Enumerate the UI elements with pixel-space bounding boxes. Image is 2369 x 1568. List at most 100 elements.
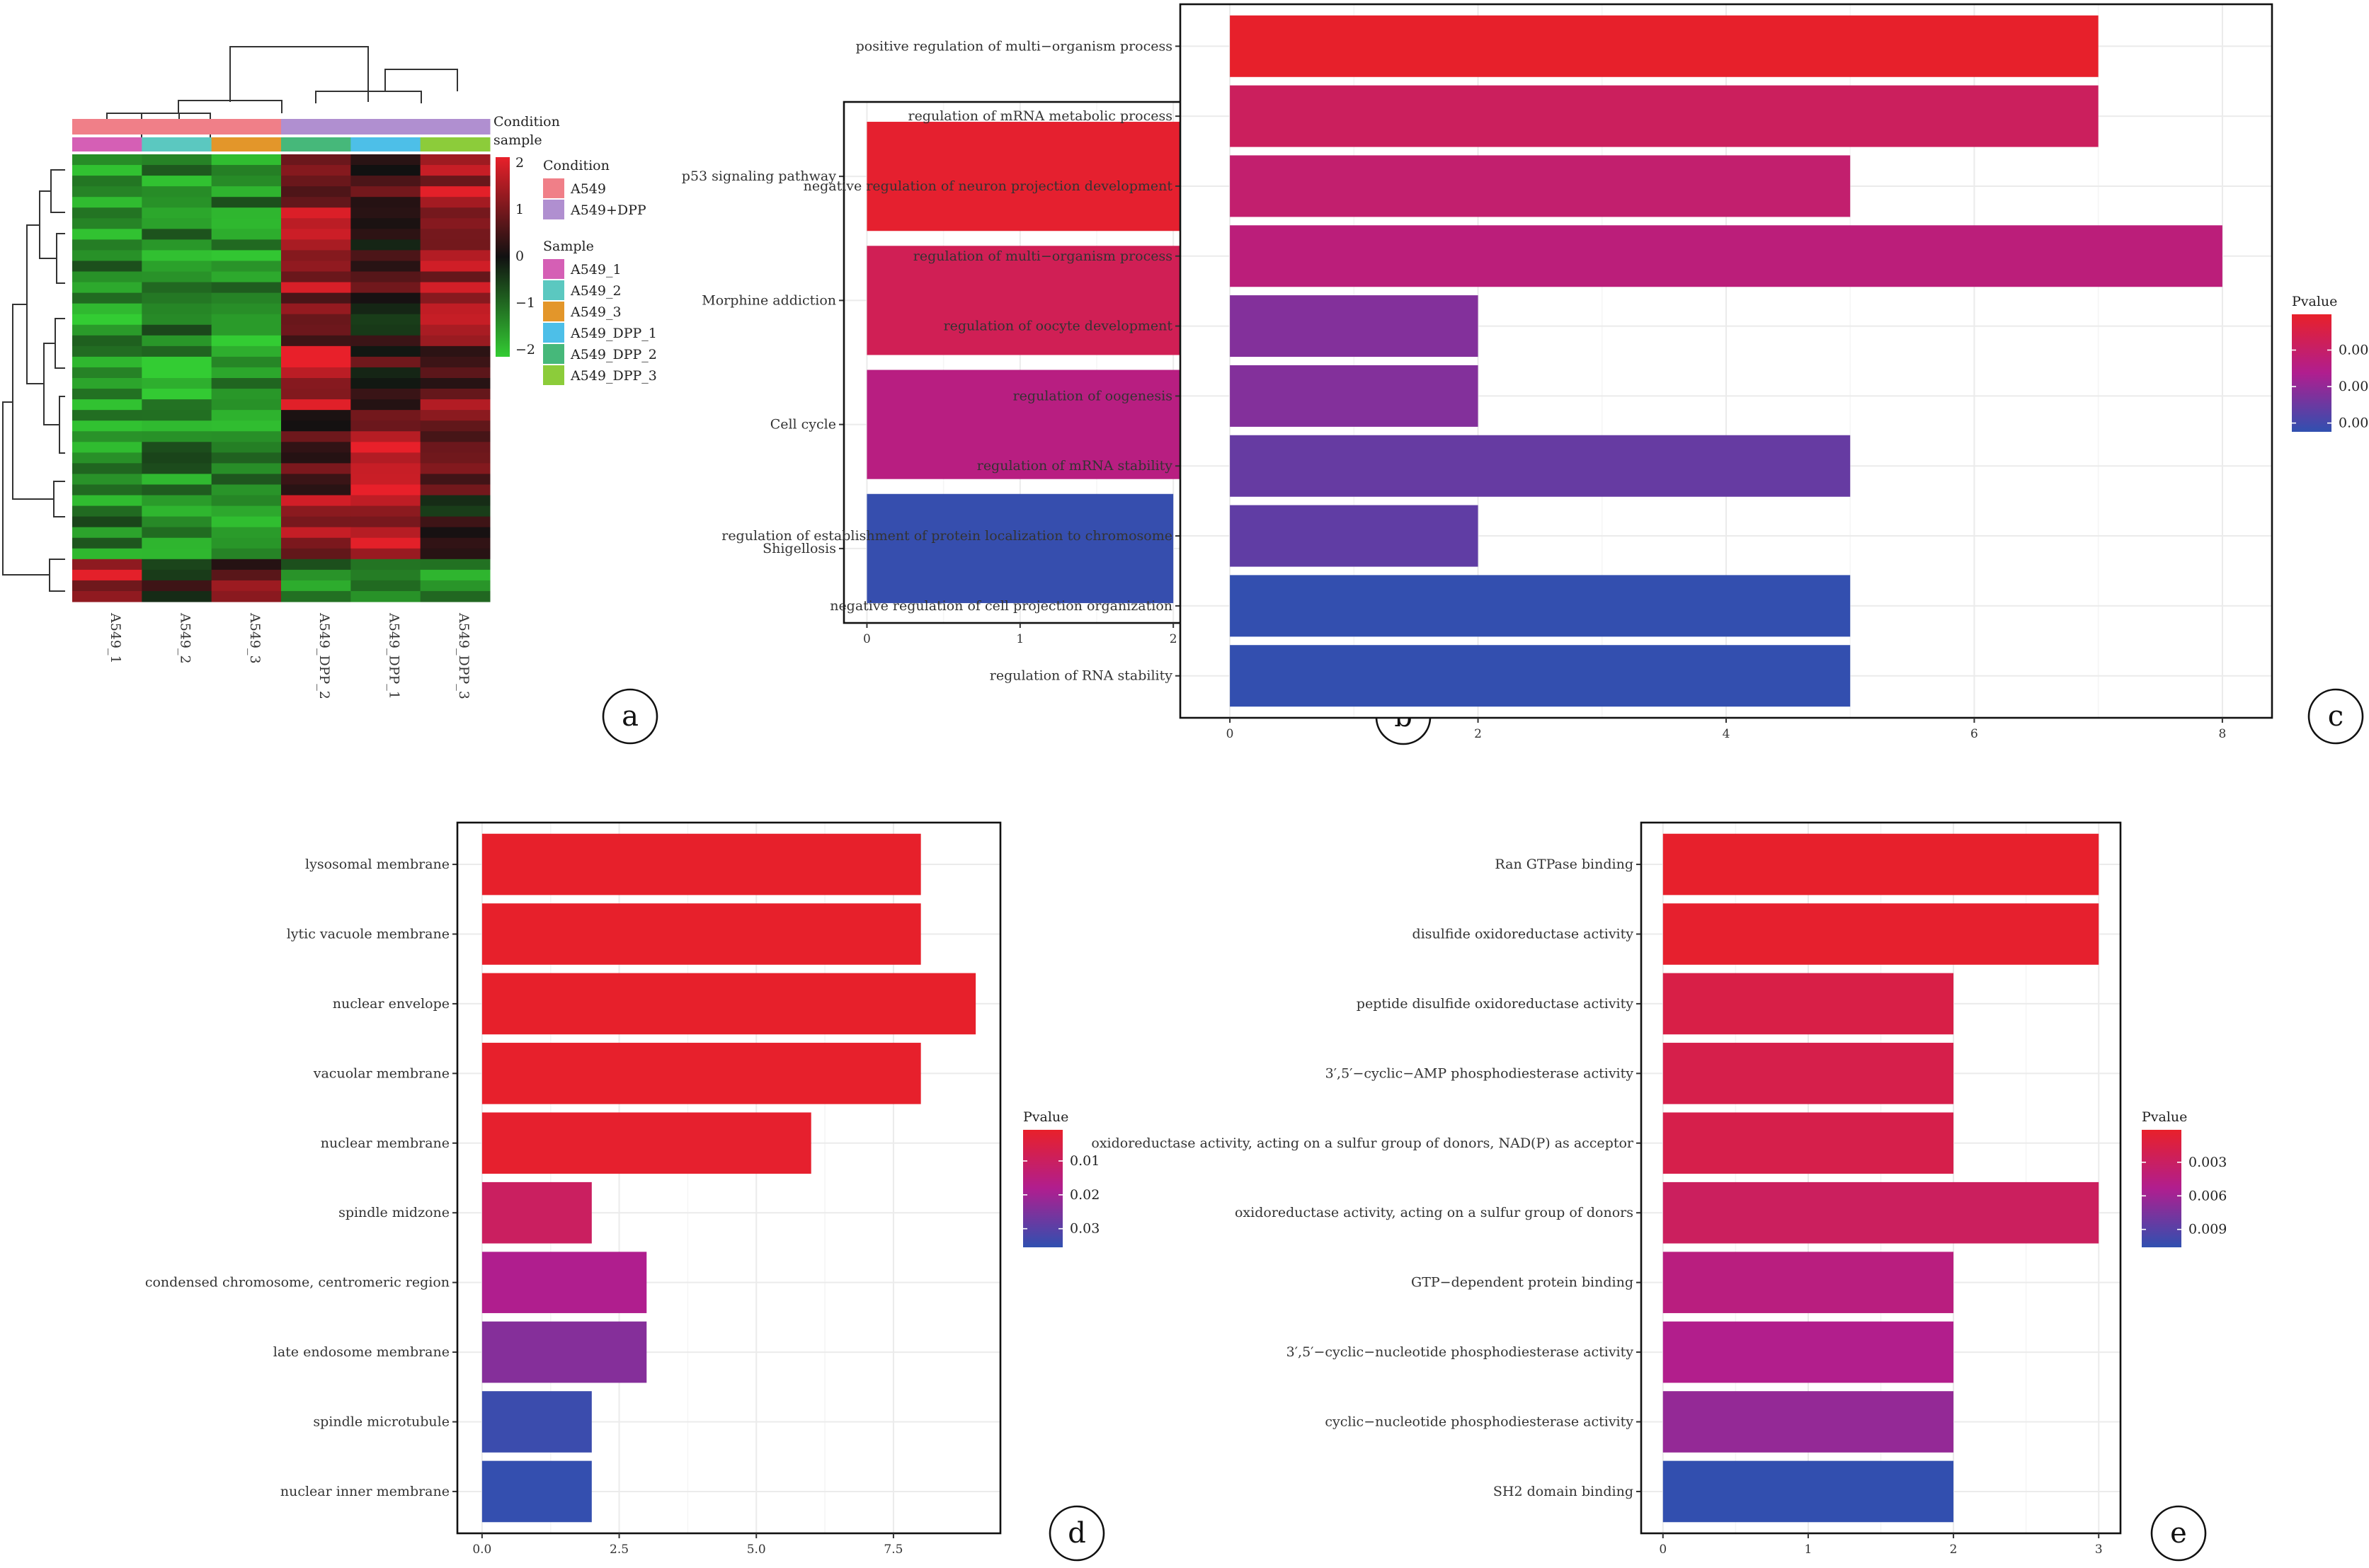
heatmap-cell (142, 516, 212, 528)
panel-letter: d (1068, 1517, 1086, 1550)
heatmap-cell (350, 420, 421, 432)
heatmap-cell (211, 229, 282, 240)
heatmap-cell (142, 559, 212, 571)
heatmap-cell (350, 463, 421, 474)
column-label: A549_DPP_1 (387, 612, 402, 699)
condition-annotation-cell (72, 119, 142, 135)
heatmap-cell (211, 165, 282, 176)
heatmap-cell (142, 324, 212, 336)
legend-label: A549_DPP_2 (570, 347, 657, 362)
heatmap-cell (142, 261, 212, 273)
category-label: late endosome membrane (273, 1344, 450, 1360)
heatmap-cell (281, 516, 351, 528)
heatmap-cell (142, 229, 212, 240)
bar (1230, 505, 1478, 567)
color-bar (2292, 314, 2331, 432)
heatmap-cell (281, 292, 351, 304)
heatmap-cell (211, 527, 282, 539)
heatmap-cell (142, 420, 212, 432)
heatmap-cell (72, 356, 142, 368)
heatmap-cell (350, 314, 421, 326)
column-label: A549_2 (178, 612, 193, 664)
heatmap-cell (350, 197, 421, 208)
heatmap-cell (420, 559, 491, 571)
heatmap-cell (420, 569, 491, 581)
bar (481, 833, 921, 895)
heatmap-cell (350, 559, 421, 571)
condition-annotation-cell (142, 119, 212, 135)
go-mf-bar-panel: Ran GTPase binding disulfide oxidoreducta… (1091, 821, 2227, 1562)
row-dendrogram-branch (43, 343, 59, 425)
heatmap-cell (281, 474, 351, 485)
column-dendrogram-branch (106, 113, 180, 120)
heatmap-scale-label: −2 (515, 342, 535, 357)
legend-label: A549 (570, 181, 606, 197)
bar (1662, 903, 2099, 965)
heatmap-cell (420, 324, 491, 336)
heatmap-cell (72, 261, 142, 273)
heatmap-cell (281, 527, 351, 539)
heatmap-cell (350, 176, 421, 187)
heatmap-cell (211, 505, 282, 517)
heatmap-cell (420, 335, 491, 347)
bar (1662, 1043, 1954, 1104)
heatmap-cell (350, 431, 421, 442)
column-dendrogram-branch (178, 100, 282, 113)
heatmap-cell (420, 229, 491, 240)
x-tick-label: 1 (1016, 632, 1024, 646)
heatmap-cell (350, 271, 421, 283)
bar (1230, 295, 1478, 357)
category-label: regulation of multi−organism process (913, 248, 1172, 264)
category-label: vacuolar membrane (313, 1065, 450, 1081)
heatmap-cell (281, 580, 351, 592)
heatmap-cell (142, 399, 212, 411)
heatmap-cell (350, 399, 421, 411)
category-label: disulfide oxidoreductase activity (1412, 926, 1634, 942)
heatmap-cell (211, 559, 282, 571)
heatmap-cell (142, 495, 212, 507)
column-label: A549_DPP_2 (316, 612, 332, 699)
heatmap-cell (211, 537, 282, 549)
heatmap-cell (281, 399, 351, 411)
bar (481, 1321, 647, 1383)
category-label: spindle midzone (338, 1205, 450, 1220)
heatmap-cell (281, 356, 351, 368)
heatmap-cell (350, 335, 421, 347)
heatmap-cell (211, 495, 282, 507)
category-label: 3′,5′−cyclic−AMP phosphodiesterase activ… (1325, 1065, 1634, 1081)
heatmap-cell (420, 176, 491, 187)
row-dendrogram-branch (26, 224, 44, 384)
heatmap-cell (350, 207, 421, 219)
x-tick-label: 3 (2095, 1543, 2103, 1557)
heatmap-cell (420, 356, 491, 368)
heatmap-cell (72, 580, 142, 592)
x-tick-label: 6 (1970, 727, 1978, 741)
heatmap-cell (72, 452, 142, 464)
heatmap-cell (142, 335, 212, 347)
category-label: regulation of mRNA metabolic process (908, 108, 1172, 124)
color-bar-label: 0.001 0 (2339, 379, 2369, 394)
heatmap-cell (350, 165, 421, 176)
sample-annotation-label: sample (493, 132, 542, 148)
heatmap-cell (72, 559, 142, 571)
heatmap-cell (420, 537, 491, 549)
heatmap-cell (350, 186, 421, 198)
color-bar-label: 0.006 (2188, 1188, 2227, 1203)
legend-swatch (543, 259, 564, 279)
heatmap-cell (420, 282, 491, 294)
heatmap-cell (281, 345, 351, 357)
heatmap-cell (281, 303, 351, 315)
category-label: condensed chromosome, centromeric region (145, 1275, 450, 1291)
heatmap-cell (420, 378, 491, 389)
heatmap-cell (142, 474, 212, 485)
heatmap-cell (142, 176, 212, 187)
heatmap-cell (420, 580, 491, 592)
heatmap-cell (211, 176, 282, 187)
row-dendrogram-branch (59, 396, 65, 454)
heatmap-cell (72, 271, 142, 283)
heatmap-cell (142, 442, 212, 453)
bar (1662, 1321, 1954, 1383)
heatmap-cell (211, 282, 282, 294)
heatmap-cell (211, 207, 282, 219)
heatmap-cell (142, 463, 212, 474)
